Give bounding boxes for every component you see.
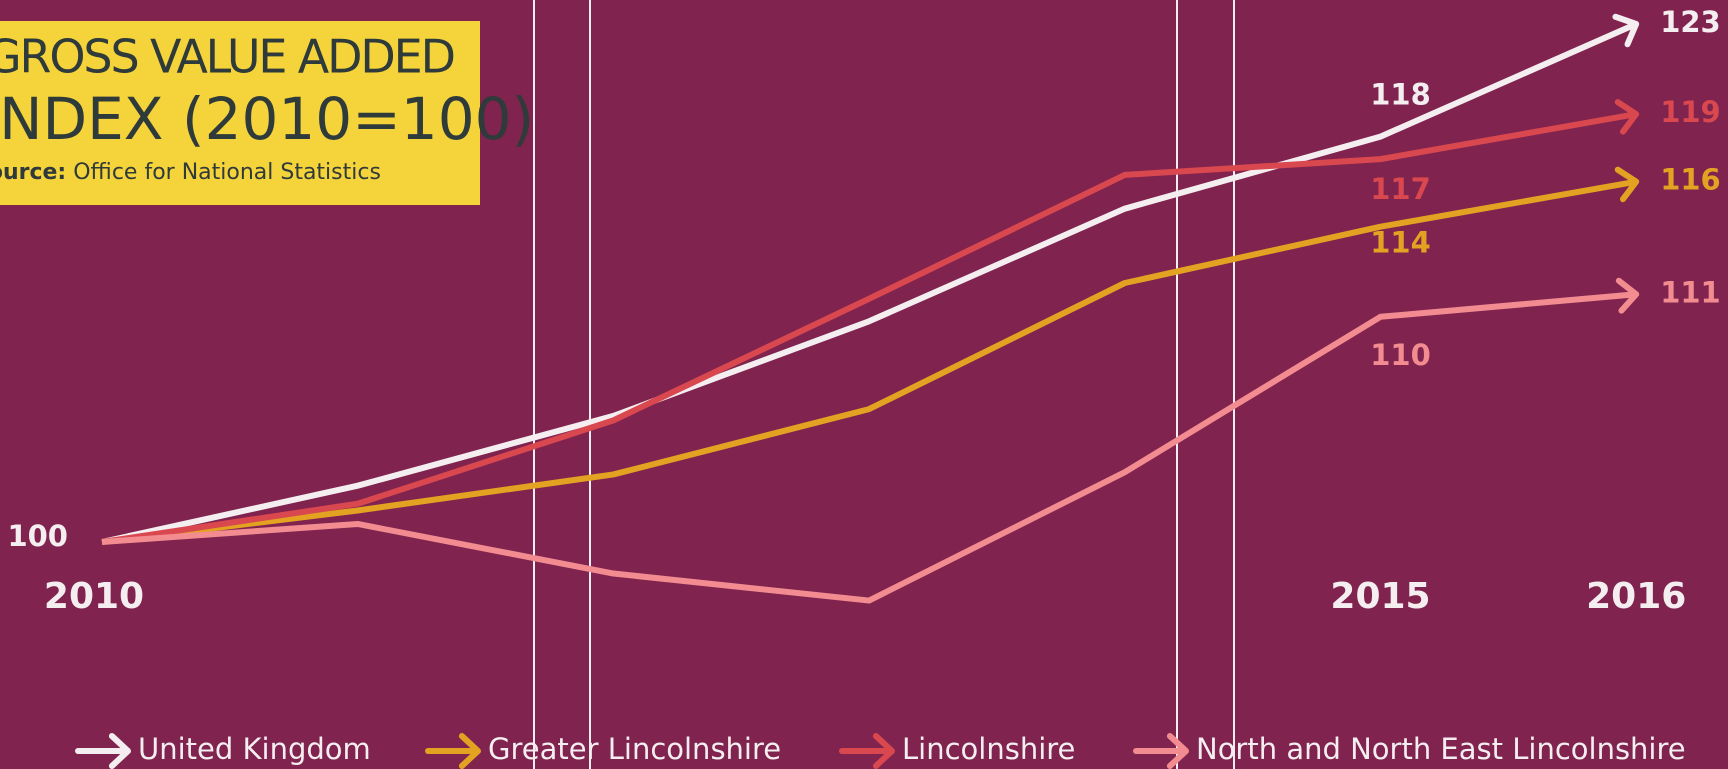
legend-label: Greater Lincolnshire (488, 732, 781, 766)
source-text: Office for National Statistics (73, 160, 381, 185)
x-tick-label: 2016 (1586, 576, 1686, 617)
legend-item: United Kingdom (75, 732, 371, 769)
legend-label: United Kingdom (138, 732, 371, 766)
legend-item: North and North East Lincolnshire (1133, 732, 1686, 769)
chart-title: GROSS VALUE ADDED (0, 30, 456, 84)
line (101, 178, 1637, 545)
source-label: Source: (0, 160, 66, 185)
source: Source: Office for National Statistics (0, 160, 381, 185)
legend-swatch-arrow (872, 733, 895, 769)
plot: 2010 2015 2016 123 118 100 116 114 119 117 111 110 (7, 5, 1720, 617)
legend: United Kingdom Greater Lincolnshire Lincol… (75, 732, 1686, 769)
legend-swatch-arrow (108, 733, 131, 769)
line-arrowhead (1614, 99, 1640, 135)
divider-lines (533, 0, 1235, 769)
data-label: 116 (1660, 163, 1721, 197)
title-background (0, 21, 480, 205)
title-box: GROSS VALUE ADDED INDEX (2010=100) Sourc… (0, 21, 534, 205)
data-label: 111 (1660, 275, 1721, 309)
line-arrowhead (1615, 277, 1640, 314)
line (101, 21, 1638, 545)
x-tick-label: 2015 (1330, 576, 1430, 617)
data-label: 118 (1370, 78, 1431, 112)
data-label: 123 (1660, 5, 1721, 39)
series: 111 110 (101, 275, 1721, 604)
line (101, 291, 1637, 604)
data-label: 110 (1370, 338, 1431, 372)
legend-item: Greater Lincolnshire (425, 732, 781, 769)
series: 123 118 100 (7, 5, 1720, 553)
data-label: 114 (1370, 226, 1431, 260)
data-label: 117 (1370, 172, 1431, 206)
chart-title: INDEX (2010=100) (0, 85, 534, 153)
line-arrowhead (1612, 13, 1640, 48)
legend-swatch-arrow (458, 733, 481, 769)
line (101, 111, 1637, 545)
line-arrowhead (1614, 166, 1640, 203)
legend-label: North and North East Lincolnshire (1196, 732, 1686, 766)
data-label: 100 (7, 519, 68, 553)
x-tick-label: 2010 (44, 576, 144, 617)
legend-label: Lincolnshire (902, 732, 1075, 766)
series: 119 117 (101, 95, 1721, 545)
series: 116 114 (101, 163, 1721, 545)
data-label: 119 (1660, 95, 1721, 129)
legend-swatch-arrow (1166, 733, 1189, 769)
legend-item: Lincolnshire (839, 732, 1075, 769)
